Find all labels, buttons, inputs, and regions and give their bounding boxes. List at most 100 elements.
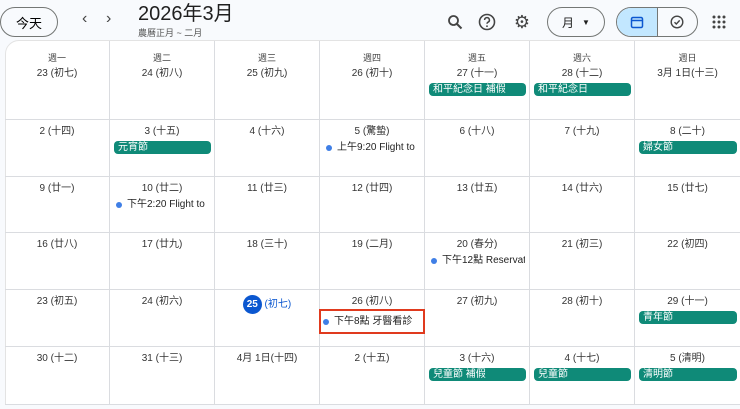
- day-cell[interactable]: 8 (二十) 婦女節: [635, 120, 740, 177]
- date-label[interactable]: 23 (初五): [36, 296, 78, 307]
- day-cell[interactable]: 19 (二月): [320, 233, 425, 290]
- day-cell[interactable]: 週五 27 (十一) 和平紀念日 補假: [425, 41, 530, 120]
- date-label[interactable]: 24 (初六): [141, 296, 183, 307]
- day-cell[interactable]: 15 (廿七): [635, 177, 740, 233]
- event-item[interactable]: 下午8點 牙醫看診: [319, 309, 425, 334]
- date-label[interactable]: 19 (二月): [351, 239, 393, 250]
- day-cell[interactable]: 27 (初九): [425, 290, 530, 347]
- date-label[interactable]: 9 (廿一): [39, 183, 75, 194]
- day-cell[interactable]: 22 (初四): [635, 233, 740, 290]
- day-cell[interactable]: 21 (初三): [530, 233, 635, 290]
- apps-icon[interactable]: [709, 12, 729, 32]
- day-cell[interactable]: 5 (清明) 清明節: [635, 347, 740, 405]
- day-cell[interactable]: 週三 25 (初九): [215, 41, 320, 120]
- date-label[interactable]: 11 (廿三): [247, 183, 287, 194]
- date-label[interactable]: 2 (十五): [354, 353, 390, 364]
- day-cell[interactable]: 6 (十八): [425, 120, 530, 177]
- date-label[interactable]: 16 (廿八): [36, 239, 78, 250]
- date-label[interactable]: 27 (十一): [456, 68, 498, 79]
- holiday-chip[interactable]: 兒童節 補假: [429, 368, 526, 381]
- event-item[interactable]: 上午9:20 Flight to: [326, 141, 420, 154]
- day-cell[interactable]: 7 (十九): [530, 120, 635, 177]
- holiday-chip[interactable]: 和平紀念日 補假: [429, 83, 526, 96]
- date-label[interactable]: 8 (二十): [670, 126, 705, 137]
- date-label[interactable]: 18 (三十): [246, 239, 288, 250]
- day-cell[interactable]: 11 (廿三): [215, 177, 320, 233]
- today-date[interactable]: 25 (初七): [215, 295, 319, 314]
- day-cell[interactable]: 30 (十二): [5, 347, 110, 405]
- date-label[interactable]: 27 (初九): [456, 296, 498, 307]
- day-cell[interactable]: 28 (初十): [530, 290, 635, 347]
- help-icon[interactable]: [477, 12, 497, 32]
- day-cell[interactable]: 25 (初七): [215, 290, 320, 347]
- day-cell[interactable]: 2 (十四): [5, 120, 110, 177]
- day-cell[interactable]: 週二 24 (初八): [110, 41, 215, 120]
- day-cell[interactable]: 16 (廿八): [5, 233, 110, 290]
- date-label[interactable]: 7 (十九): [564, 126, 600, 137]
- holiday-chip[interactable]: 兒童節: [534, 368, 631, 381]
- tasks-icon[interactable]: [658, 8, 698, 36]
- holiday-chip[interactable]: 元宵節: [114, 141, 211, 154]
- date-label[interactable]: 4月 1日(十四): [236, 353, 298, 364]
- day-cell[interactable]: 4 (十七) 兒童節: [530, 347, 635, 405]
- search-icon[interactable]: [445, 12, 465, 32]
- date-label[interactable]: 25 (初九): [246, 68, 288, 79]
- date-label[interactable]: 3月 1日(十三): [657, 68, 718, 79]
- day-cell[interactable]: 17 (廿九): [110, 233, 215, 290]
- date-label[interactable]: 24 (初八): [141, 68, 183, 79]
- date-label[interactable]: 10 (廿二): [141, 183, 183, 194]
- date-label[interactable]: 17 (廿九): [141, 239, 183, 250]
- day-cell[interactable]: 4月 1日(十四): [215, 347, 320, 405]
- day-cell[interactable]: 3 (十五) 元宵節: [110, 120, 215, 177]
- date-label[interactable]: 12 (廿四): [351, 183, 393, 194]
- day-cell[interactable]: 26 (初八) 下午8點 牙醫看診: [319, 290, 425, 347]
- date-label[interactable]: 26 (初十): [351, 68, 393, 79]
- day-cell[interactable]: 20 (春分) 下午12點 Reservat: [425, 233, 530, 290]
- event-item[interactable]: 下午12點 Reservat: [431, 254, 525, 267]
- day-cell[interactable]: 5 (驚蟄) 上午9:20 Flight to: [320, 120, 425, 177]
- date-label[interactable]: 31 (十三): [141, 353, 183, 364]
- day-cell[interactable]: 2 (十五): [320, 347, 425, 405]
- calendar-icon[interactable]: [617, 8, 658, 36]
- day-cell[interactable]: 週六 28 (十二) 和平紀念日: [530, 41, 635, 120]
- day-cell[interactable]: 24 (初六): [110, 290, 215, 347]
- date-label[interactable]: 20 (春分): [456, 239, 498, 250]
- date-label[interactable]: 28 (十二): [561, 68, 603, 79]
- date-label[interactable]: 4 (十七): [564, 353, 600, 364]
- date-label[interactable]: 5 (驚蟄): [354, 126, 390, 137]
- date-label[interactable]: 15 (廿七): [667, 183, 708, 194]
- date-label[interactable]: 3 (十五): [144, 126, 180, 137]
- next-month-button[interactable]: ›: [106, 10, 112, 27]
- day-cell[interactable]: 31 (十三): [110, 347, 215, 405]
- holiday-chip[interactable]: 青年節: [639, 311, 737, 324]
- date-label[interactable]: 4 (十六): [249, 126, 285, 137]
- day-cell[interactable]: 9 (廿一): [5, 177, 110, 233]
- day-cell[interactable]: 29 (十一) 青年節: [635, 290, 740, 347]
- date-label[interactable]: 30 (十二): [36, 353, 78, 364]
- date-label[interactable]: 6 (十八): [459, 126, 495, 137]
- day-cell[interactable]: 週四 26 (初十): [320, 41, 425, 120]
- today-button[interactable]: 今天: [0, 7, 58, 37]
- day-cell[interactable]: 13 (廿五): [425, 177, 530, 233]
- day-cell[interactable]: 週日 3月 1日(十三): [635, 41, 740, 120]
- day-cell[interactable]: 18 (三十): [215, 233, 320, 290]
- date-label[interactable]: 29 (十一): [667, 296, 708, 307]
- calendar-tasks-toggle[interactable]: [616, 7, 698, 37]
- day-cell[interactable]: 3 (十六) 兒童節 補假: [425, 347, 530, 405]
- day-cell[interactable]: 10 (廿二) 下午2:20 Flight to: [110, 177, 215, 233]
- date-label[interactable]: 23 (初七): [36, 68, 78, 79]
- date-label[interactable]: 3 (十六): [459, 353, 495, 364]
- date-label[interactable]: 13 (廿五): [456, 183, 498, 194]
- date-label[interactable]: 14 (廿六): [561, 183, 603, 194]
- date-label[interactable]: 2 (十四): [39, 126, 75, 137]
- day-cell[interactable]: 12 (廿四): [320, 177, 425, 233]
- day-cell[interactable]: 23 (初五): [5, 290, 110, 347]
- day-cell[interactable]: 週一 23 (初七): [5, 41, 110, 120]
- date-label[interactable]: 22 (初四): [667, 239, 708, 250]
- date-label[interactable]: 28 (初十): [561, 296, 603, 307]
- holiday-chip[interactable]: 清明節: [639, 368, 737, 381]
- prev-month-button[interactable]: ‹: [82, 10, 88, 27]
- date-label[interactable]: 26 (初八): [351, 296, 393, 307]
- settings-icon[interactable]: ⚙: [513, 11, 531, 32]
- holiday-chip[interactable]: 婦女節: [639, 141, 737, 154]
